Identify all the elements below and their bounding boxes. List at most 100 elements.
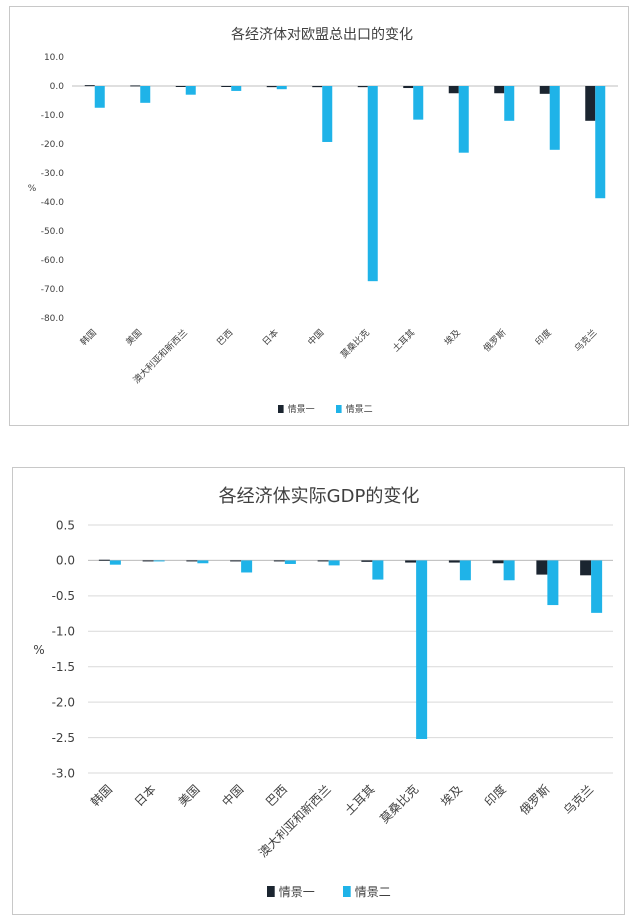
bar-scenario2 [413,86,424,120]
bar-scenario2 [459,560,471,581]
bar-scenario1 [84,85,95,87]
bar-scenario2 [372,560,384,580]
bar-scenario1 [98,559,110,561]
legend-swatch [278,405,284,413]
bar-scenario2 [595,86,606,199]
bar-scenario2 [458,86,469,153]
bar-scenario2 [367,86,378,282]
category-label: 巴西 [215,327,236,348]
category-label: 巴西 [263,782,290,809]
y-tick-label: -1.0 [52,625,75,639]
legend-label: 情景一 [288,403,315,415]
category-label: 土耳其 [390,327,418,355]
y-tick-label: -80.0 [41,314,65,324]
bar-scenario2 [241,560,253,573]
bar-scenario2 [591,560,603,613]
category-label: 乌克兰 [560,782,596,818]
y-tick-label: 0.0 [50,82,65,92]
bar-scenario1 [536,560,548,575]
y-tick-label: -2.0 [52,695,75,709]
bar-scenario2 [416,560,428,739]
bar-scenario2 [276,86,287,90]
bar-scenario1 [175,86,186,87]
y-tick-label: -1.5 [52,660,75,674]
y-tick-label: -30.0 [41,169,65,179]
category-label: 乌克兰 [572,327,600,355]
chart-panel-gdp: 各经济体实际GDP的变化 0.5 0.0 -0.5 -1.0 -1.5 -2.0 -2.5 -3… [12,467,625,915]
category-label: 莫桑比克 [377,782,421,826]
bar-scenario1 [357,86,368,88]
legend-swatch [336,405,342,413]
legend-swatch [343,886,351,897]
category-label: 日本 [132,782,159,809]
y-tick-label: -50.0 [41,227,65,237]
chart-panel-exports: 各经济体对欧盟总出口的变化 10.0 0.0 -10.0 -20.0 -30.0 -40.0… [9,6,629,426]
category-label: 澳大利亚和新西兰 [255,782,333,860]
category-label: 韩国 [78,327,99,348]
bar-scenario2 [94,86,105,108]
bar-scenario2 [140,86,151,103]
exports-chart-svg: 各经济体对欧盟总出口的变化 10.0 0.0 -10.0 -20.0 -30.0 -40.0… [28,27,618,415]
category-label: 韩国 [87,782,115,810]
bar-scenario2 [153,560,165,562]
bar-scenario2 [328,560,340,566]
bar-scenario2 [185,86,196,95]
category-label: 印度 [481,782,509,810]
gdp-chart-svg: 各经济体实际GDP的变化 0.5 0.0 -0.5 -1.0 -1.5 -2.0 -2.5 -3… [33,486,613,899]
bar-scenario1 [230,560,242,562]
legend-swatch [267,886,275,897]
y-tick-label: -3.0 [52,766,75,780]
legend-label: 情景二 [346,403,373,415]
category-label: 美国 [123,327,144,348]
bar-scenario1 [585,86,596,121]
category-label: 中国 [305,327,326,348]
bar-scenario2 [549,86,560,150]
category-label: 埃及 [442,327,463,348]
category-label: 俄罗斯 [517,782,552,817]
bar-scenario2 [197,560,209,564]
bar-scenario1 [186,560,198,562]
category-label: 莫桑比克 [338,327,372,361]
bar-scenario1 [130,85,141,87]
y-tick-label: -40.0 [41,198,65,208]
bar-scenario1 [494,86,505,94]
category-label: 土耳其 [342,782,377,817]
y-tick-label: -20.0 [41,140,65,150]
bar-scenario2 [284,560,296,564]
y-tick-label: -60.0 [41,256,65,266]
bar-scenario2 [504,86,515,121]
category-label: 印度 [533,327,554,348]
category-label: 埃及 [438,782,465,809]
category-label: 美国 [176,782,203,809]
category-label: 日本 [260,327,281,348]
category-label: 中国 [219,782,247,810]
bar-scenario1 [580,560,592,576]
bar-scenario1 [221,86,232,87]
bar-scenario1 [492,560,504,564]
bar-scenario2 [109,560,121,565]
bar-scenario1 [266,86,277,88]
legend-label: 情景二 [355,885,391,899]
bar-scenario1 [142,560,154,562]
category-label: 俄罗斯 [481,327,509,355]
chart-title: 各经济体实际GDP的变化 [219,486,420,507]
bar-scenario2 [503,560,515,581]
y-axis-label: % [33,643,44,657]
y-tick-label: -0.5 [52,589,75,603]
y-tick-label: -70.0 [41,285,65,295]
bar-scenario1 [539,86,550,94]
bar-scenario1 [317,560,329,562]
y-tick-label: 0.0 [56,554,75,568]
bar-scenario2 [547,560,559,606]
y-tick-label: 0.5 [56,518,75,532]
y-tick-label: -10.0 [41,111,65,121]
bar-scenario1 [312,86,323,88]
chart-title: 各经济体对欧盟总出口的变化 [231,27,413,43]
bar-scenario1 [403,86,414,89]
bar-scenario2 [231,86,242,91]
y-tick-label: 10.0 [44,53,64,63]
legend-label: 情景一 [279,885,315,899]
bar-scenario1 [273,560,285,562]
y-axis-label: % [28,184,37,194]
bar-scenario1 [448,86,459,94]
